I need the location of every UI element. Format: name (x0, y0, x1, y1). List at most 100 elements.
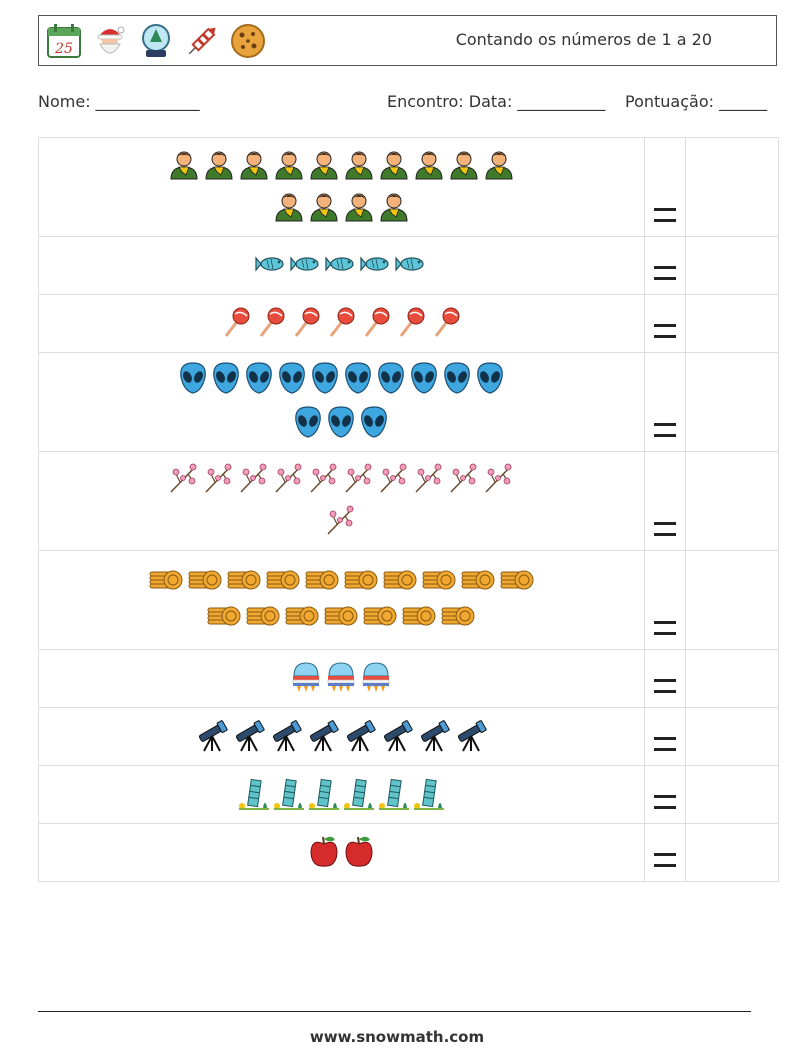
cherry-blossom-branch-icon (238, 462, 270, 498)
spaceship-icon (360, 660, 392, 698)
cherry-blossom-branch-icon (378, 462, 410, 498)
fish-icon (290, 253, 322, 279)
picture-cell (38, 137, 645, 237)
equals-cell (643, 137, 686, 237)
telescope-icon (417, 718, 451, 756)
coin-stack-icon (460, 567, 496, 597)
person-scarf-icon (483, 148, 515, 184)
picture-line (39, 567, 644, 597)
counting-row (38, 451, 780, 551)
footer-divider (38, 1011, 751, 1012)
telescope-icon (380, 718, 414, 756)
counting-row (38, 137, 780, 237)
picture-line (39, 603, 644, 633)
equals-sign (653, 522, 676, 536)
alien-icon (343, 361, 373, 399)
equals-cell (643, 550, 686, 650)
equals-sign (653, 208, 676, 222)
picture-line (39, 190, 644, 226)
person-scarf-icon (308, 190, 340, 226)
fish-icon (360, 253, 392, 279)
footer-website: www.snowmath.com (309, 1028, 485, 1046)
fish-icon (255, 253, 287, 279)
person-scarf-icon (378, 148, 410, 184)
picture-line (39, 660, 644, 698)
fish-icon (325, 253, 357, 279)
picture-cell (38, 352, 645, 452)
answer-cell[interactable] (684, 294, 780, 353)
answer-cell[interactable] (684, 352, 780, 452)
telescope-icon (232, 718, 266, 756)
equals-cell (643, 294, 686, 353)
answer-cell[interactable] (684, 823, 780, 882)
person-scarf-icon (308, 148, 340, 184)
person-scarf-icon (378, 190, 410, 226)
cherry-blossom-branch-icon (483, 462, 515, 498)
coin-stack-icon (323, 603, 359, 633)
picture-line (39, 148, 644, 184)
counting-row (38, 294, 780, 353)
picture-cell (38, 765, 645, 824)
cherry-blossom-branch-icon (308, 462, 340, 498)
picture-cell (38, 649, 645, 708)
name-field-label: Nome: _____________ (38, 92, 200, 111)
counting-table (38, 137, 780, 882)
alien-icon (211, 361, 241, 399)
cherry-blossom-branch-icon (203, 462, 235, 498)
alien-icon (409, 361, 439, 399)
picture-cell (38, 294, 645, 353)
alien-icon (359, 405, 389, 443)
picture-cell (38, 823, 645, 882)
coin-stack-icon (304, 567, 340, 597)
equals-sign (653, 266, 676, 280)
person-scarf-icon (273, 148, 305, 184)
answer-cell[interactable] (684, 137, 780, 237)
apple-icon (308, 834, 340, 872)
coin-stack-icon (499, 567, 535, 597)
answer-cell[interactable] (684, 765, 780, 824)
person-scarf-icon (168, 148, 200, 184)
answer-cell[interactable] (684, 707, 780, 766)
spaceship-icon (325, 660, 357, 698)
telescope-icon (343, 718, 377, 756)
answer-cell[interactable] (684, 236, 780, 295)
coin-stack-icon (362, 603, 398, 633)
equals-sign (653, 737, 676, 751)
coin-stack-icon (226, 567, 262, 597)
equals-cell (643, 352, 686, 452)
date-field-label: Encontro: Data: ___________ (387, 92, 606, 111)
cherry-blossom-branch-icon (413, 462, 445, 498)
counting-row (38, 352, 780, 452)
answer-cell[interactable] (684, 550, 780, 650)
picture-line (39, 462, 644, 498)
equals-sign (653, 324, 676, 338)
picture-line (39, 361, 644, 399)
telescope-icon (454, 718, 488, 756)
telescope-icon (306, 718, 340, 756)
person-scarf-icon (238, 148, 270, 184)
coin-stack-icon (187, 567, 223, 597)
alien-icon (442, 361, 472, 399)
equals-sign (653, 853, 676, 867)
answer-cell[interactable] (684, 451, 780, 551)
lollipop-icon (360, 306, 392, 342)
firework-rocket-icon (183, 22, 221, 60)
alien-icon (178, 361, 208, 399)
coin-stack-icon (421, 567, 457, 597)
person-scarf-icon (273, 190, 305, 226)
telescope-icon (269, 718, 303, 756)
coin-stack-icon (265, 567, 301, 597)
alien-icon (475, 361, 505, 399)
spaceship-icon (290, 660, 322, 698)
person-scarf-icon (343, 190, 375, 226)
leaning-tower-icon (413, 776, 445, 814)
picture-line (39, 776, 644, 814)
lollipop-icon (255, 306, 287, 342)
santa-icon (91, 22, 129, 60)
coin-stack-icon (382, 567, 418, 597)
answer-cell[interactable] (684, 649, 780, 708)
lollipop-icon (395, 306, 427, 342)
cherry-blossom-branch-icon (325, 504, 357, 540)
coin-stack-icon (401, 603, 437, 633)
leaning-tower-icon (308, 776, 340, 814)
